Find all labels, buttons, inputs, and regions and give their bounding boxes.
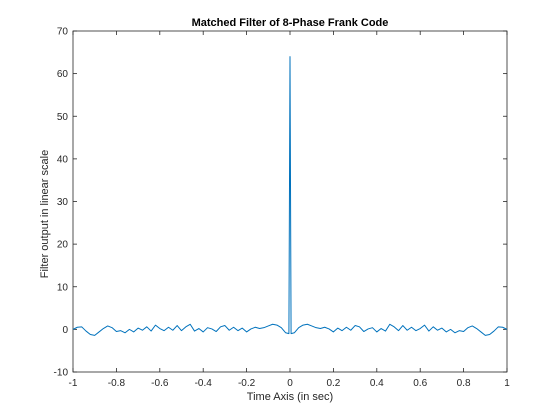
chart-title: Matched Filter of 8-Phase Frank Code: [192, 17, 389, 29]
x-tick-label: -0.8: [108, 378, 126, 389]
y-tick-label: 30: [57, 197, 69, 208]
y-tick-label: 60: [57, 69, 69, 80]
y-tick-label: 70: [57, 27, 69, 38]
y-tick-label: 0: [62, 325, 68, 336]
series-layer: [72, 56, 508, 336]
x-tick-label: 0.8: [457, 378, 471, 389]
x-tick-label: -0.2: [238, 378, 256, 389]
x-tick-label: -0.4: [195, 378, 213, 389]
x-tick-label: 0: [287, 378, 293, 389]
x-tick-label: 0.6: [413, 378, 427, 389]
x-tick-label: 0.4: [370, 378, 384, 389]
y-tick-label: 50: [57, 112, 69, 123]
series-line: [72, 56, 508, 336]
x-tick-label: 0.2: [326, 378, 340, 389]
y-tick-label: 10: [57, 282, 69, 293]
x-ticks: -1 -0.8 -0.6 -0.4 -0.2 0 0.2 0.4 0.6 0.8 1: [69, 31, 510, 389]
x-tick-label: -0.6: [151, 378, 169, 389]
x-axis-label: Time Axis (in sec): [247, 391, 333, 403]
x-tick-label: -1: [69, 378, 78, 389]
y-tick-label: 20: [57, 240, 69, 251]
y-axis-label: Filter output in linear scale: [39, 150, 51, 278]
x-tick-label: 1: [504, 378, 510, 389]
y-tick-label: -10: [54, 368, 69, 379]
y-tick-label: 40: [57, 154, 69, 165]
y-ticks: -10 0 10 20 30 40 50 60 70: [54, 27, 507, 379]
